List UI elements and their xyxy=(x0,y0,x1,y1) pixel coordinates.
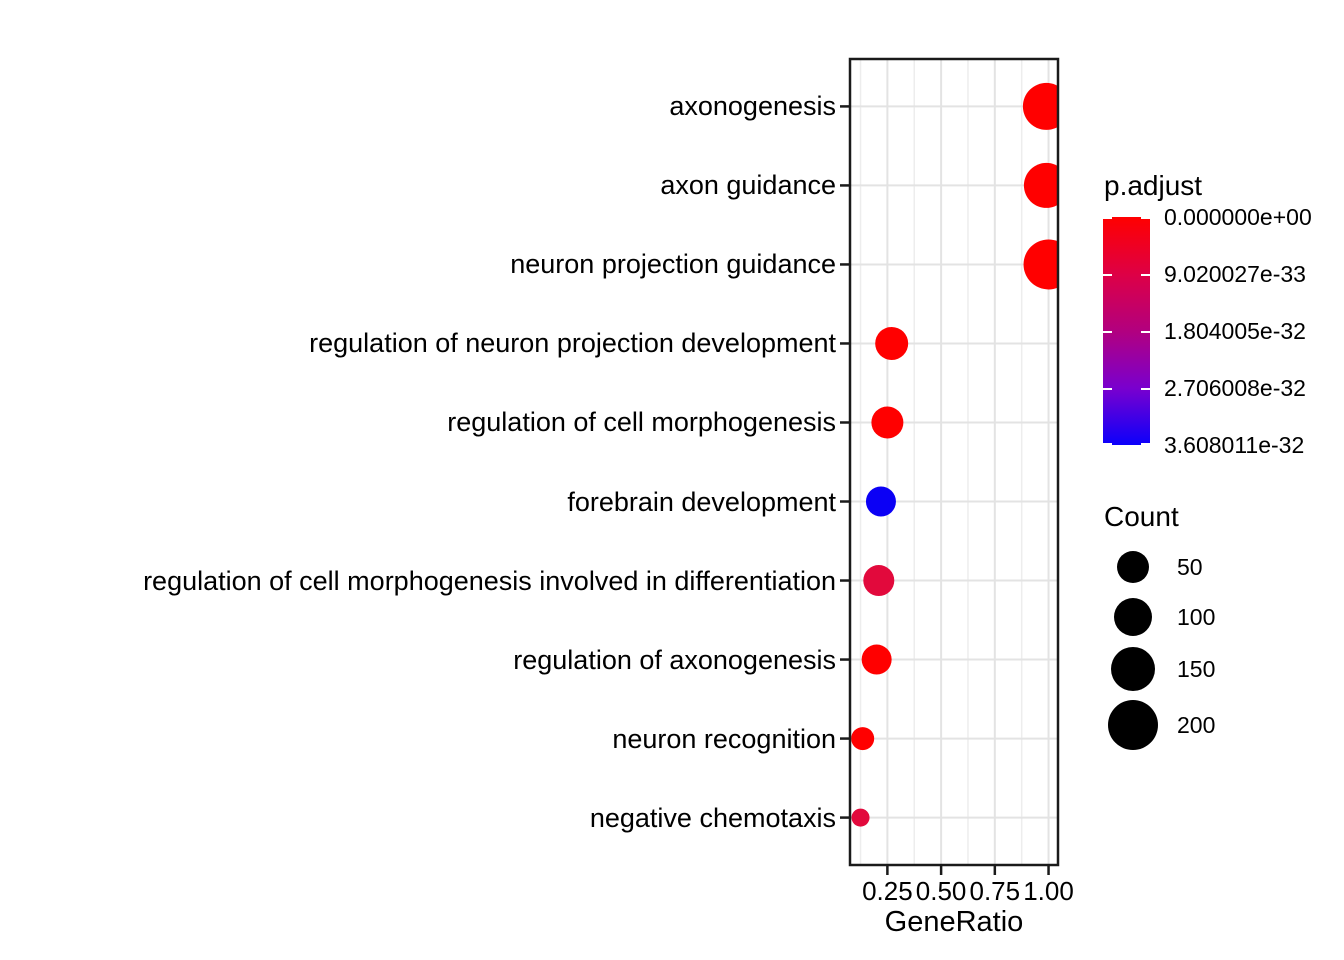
size-legend-circle-150 xyxy=(1111,647,1155,691)
color-legend-tick xyxy=(1103,331,1112,333)
size-legend-label-2: 150 xyxy=(1177,656,1216,682)
data-point-3 xyxy=(875,326,909,360)
color-legend-tick xyxy=(1141,388,1150,390)
color-legend-label-3: 2.706008e-32 xyxy=(1164,375,1306,401)
y-axis-label-8: neuron recognition xyxy=(612,723,836,754)
size-legend-label-1: 100 xyxy=(1177,604,1216,630)
y-axis-label-2: neuron projection guidance xyxy=(510,249,836,280)
color-legend-label-4: 3.608011e-32 xyxy=(1164,432,1305,458)
data-point-4 xyxy=(871,406,904,439)
data-point-8 xyxy=(851,727,875,751)
color-legend-label-1: 9.020027e-33 xyxy=(1164,261,1306,287)
size-legend-title: Count xyxy=(1104,501,1179,532)
y-axis-label-5: forebrain development xyxy=(567,486,836,517)
y-axis-label-1: axon guidance xyxy=(660,170,836,201)
data-point-1 xyxy=(1023,162,1058,208)
panel-border xyxy=(848,57,1060,867)
size-legend-label-0: 50 xyxy=(1177,554,1203,580)
data-point-6 xyxy=(863,565,895,597)
color-legend-title: p.adjust xyxy=(1104,170,1203,201)
data-point-5 xyxy=(865,486,896,517)
color-legend-tick xyxy=(1103,443,1112,445)
data-point-7 xyxy=(861,644,892,675)
color-legend-tick xyxy=(1141,331,1150,333)
y-axis-label-4: regulation of cell morphogenesis xyxy=(447,407,836,438)
color-legend-tick xyxy=(1103,274,1112,276)
y-axis-label-6: regulation of cell morphogenesis involve… xyxy=(143,565,836,596)
size-legend-circle-100 xyxy=(1114,598,1152,636)
y-axis-label-7: regulation of axonogenesis xyxy=(513,644,836,675)
data-point-9 xyxy=(851,808,870,827)
color-legend-label-2: 1.804005e-32 xyxy=(1164,318,1306,344)
x-axis-tick-label-3: 1.00 xyxy=(1023,876,1074,906)
y-axis-label-0: axonogenesis xyxy=(669,91,836,122)
color-legend-tick xyxy=(1141,274,1150,276)
x-axis-tick-label-2: 0.75 xyxy=(969,876,1021,906)
y-axis-label-3: regulation of neuron projection developm… xyxy=(309,328,836,359)
data-point-0 xyxy=(1022,82,1058,130)
data-point-2 xyxy=(1023,239,1058,290)
y-axis-label-9: negative chemotaxis xyxy=(589,802,836,833)
color-legend-label-0: 0.000000e+00 xyxy=(1164,204,1312,230)
size-legend-circle-50 xyxy=(1117,551,1149,583)
x-axis-tick-label-0: 0.25 xyxy=(862,876,913,906)
color-legend-tick xyxy=(1103,217,1112,219)
color-legend-tick xyxy=(1141,443,1150,445)
x-axis-title: GeneRatio xyxy=(884,906,1024,938)
color-legend-tick xyxy=(1103,388,1112,390)
data-points xyxy=(851,82,1058,827)
color-legend-tick xyxy=(1141,217,1150,219)
size-legend-label-3: 200 xyxy=(1177,712,1216,738)
panel-background xyxy=(850,59,1058,865)
x-axis-tick-label-1: 0.50 xyxy=(915,876,967,906)
size-legend-circle-200 xyxy=(1108,700,1158,750)
